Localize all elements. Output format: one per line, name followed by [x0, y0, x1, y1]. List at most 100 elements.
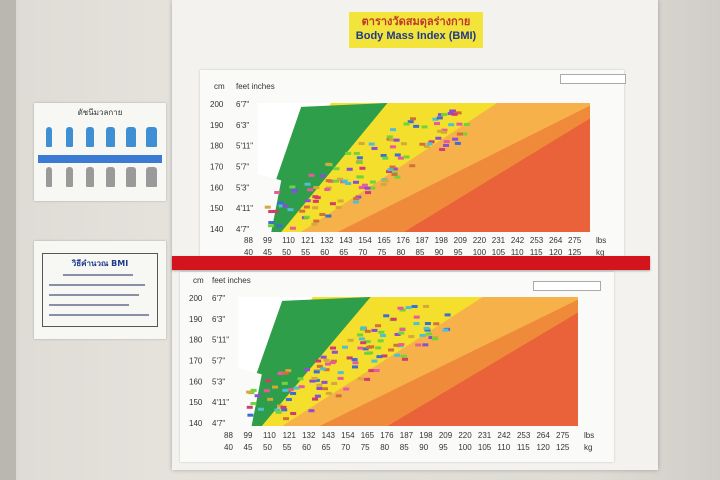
cm-tick-label: 160 [189, 377, 203, 386]
kg-tick-label: 100 [458, 443, 472, 452]
kg-tick-label: 90 [435, 248, 444, 257]
cm-tick-label: 170 [189, 357, 203, 366]
axis-unit-feet: feet inches [212, 276, 251, 285]
bmi-sticker [291, 190, 298, 194]
lbs-tick-label: 242 [511, 236, 525, 245]
bmi-sticker [274, 190, 281, 194]
kg-tick-label: 120 [536, 443, 550, 452]
bmi-sticker [357, 333, 364, 337]
bmi-sticker [315, 359, 322, 363]
bmi-sticker [293, 386, 300, 390]
lbs-tick-label: 165 [377, 236, 391, 245]
bmi-sticker [335, 205, 342, 209]
bmi-sticker [400, 142, 407, 146]
bmi-sticker [304, 368, 311, 372]
body-figure [146, 127, 157, 147]
kg-tick-label: 100 [473, 248, 487, 257]
cm-tick-label: 180 [210, 142, 224, 151]
bmi-sticker [456, 132, 463, 136]
bmi-sticker [283, 417, 290, 421]
kg-tick-label: 110 [497, 443, 510, 452]
title-card: ตารางวัดสมดุลร่างกาย Body Mass Index (BM… [349, 12, 483, 48]
chart-note-top [560, 74, 626, 84]
bmi-sticker [299, 209, 306, 213]
band-blank [258, 173, 282, 232]
bmi-sticker [380, 334, 387, 338]
bmi-sticker [268, 210, 275, 214]
bmi-sticker [336, 177, 343, 181]
bmi-sticker [335, 394, 342, 398]
bmi-sticker [376, 355, 383, 359]
bmi-sticker [403, 122, 410, 126]
bmi-sticker [423, 145, 430, 149]
bmi-sticker [409, 164, 416, 168]
bmi-sticker [337, 376, 344, 380]
bmi-sticker [456, 122, 463, 126]
bmi-sticker [424, 328, 431, 332]
bmi-sticker [347, 338, 354, 342]
kg-tick-label: 40 [224, 443, 233, 452]
bmi-sticker [353, 197, 360, 201]
bmi-sticker [364, 340, 371, 344]
kg-unit: kg [584, 443, 592, 452]
bmi-sticker [461, 132, 468, 136]
bmi-sticker [278, 204, 285, 208]
bmi-sticker [389, 145, 396, 149]
bmi-sticker [422, 304, 429, 308]
bmi-sticker [437, 113, 444, 117]
bmi-sticker [324, 187, 331, 191]
body-figure [66, 167, 73, 187]
bmi-sticker [304, 182, 311, 186]
bmi-sticker [380, 153, 387, 157]
bmi-sticker [371, 146, 378, 150]
bmi-sticker [353, 151, 360, 155]
band-blank [238, 367, 262, 426]
bmi-sticker [267, 397, 274, 401]
bmi-sticker [440, 130, 447, 134]
bmi-sticker [313, 378, 320, 382]
bmi-sticker [333, 179, 340, 183]
feet-tick-label: 6'3" [236, 121, 249, 130]
bmi-sticker [371, 359, 378, 363]
bmi-sticker [254, 394, 261, 398]
lbs-tick-label: 209 [439, 431, 453, 440]
bmi-sticker [425, 332, 432, 336]
bmi-sticker [297, 377, 304, 381]
body-figure [46, 167, 52, 187]
bmi-sticker [382, 179, 389, 183]
lbs-tick-label: 110 [282, 236, 295, 245]
lbs-tick-label: 198 [435, 236, 449, 245]
bmi-sticker [441, 112, 448, 116]
bmi-sticker [333, 167, 340, 171]
bmi-sticker [287, 388, 294, 392]
lbs-tick-label: 154 [358, 236, 372, 245]
bmi-sticker [432, 117, 439, 121]
kg-tick-label: 85 [400, 443, 409, 452]
bmi-sticker [282, 371, 289, 375]
bmi-formula-poster: วิธีคำนวณ BMI [34, 241, 166, 339]
bmi-sticker [322, 387, 329, 391]
feet-tick-label: 4'7" [236, 225, 249, 234]
body-figure [146, 167, 157, 187]
bmi-sticker [325, 214, 332, 218]
cm-tick-label: 140 [189, 419, 203, 428]
bmi-sticker [394, 353, 401, 357]
bmi-sticker [444, 313, 451, 317]
lbs-tick-label: 132 [302, 431, 316, 440]
bmi-sticker [342, 345, 349, 349]
bmi-sticker [282, 388, 289, 392]
bmi-sticker [439, 147, 446, 151]
bmi-sticker [413, 322, 420, 326]
lbs-tick-label: 253 [530, 236, 544, 245]
bmi-sticker [280, 405, 287, 409]
bmi-sticker [380, 183, 387, 187]
lbs-tick-label: 264 [536, 431, 550, 440]
cm-tick-label: 150 [210, 204, 224, 213]
bmi-sticker [387, 168, 394, 172]
lbs-tick-label: 231 [478, 431, 492, 440]
bmi-sticker [325, 391, 332, 395]
bmi-sticker [246, 390, 253, 394]
bmi-sticker [267, 224, 274, 228]
bmi-sticker [312, 199, 319, 203]
kg-tick-label: 60 [302, 443, 311, 452]
